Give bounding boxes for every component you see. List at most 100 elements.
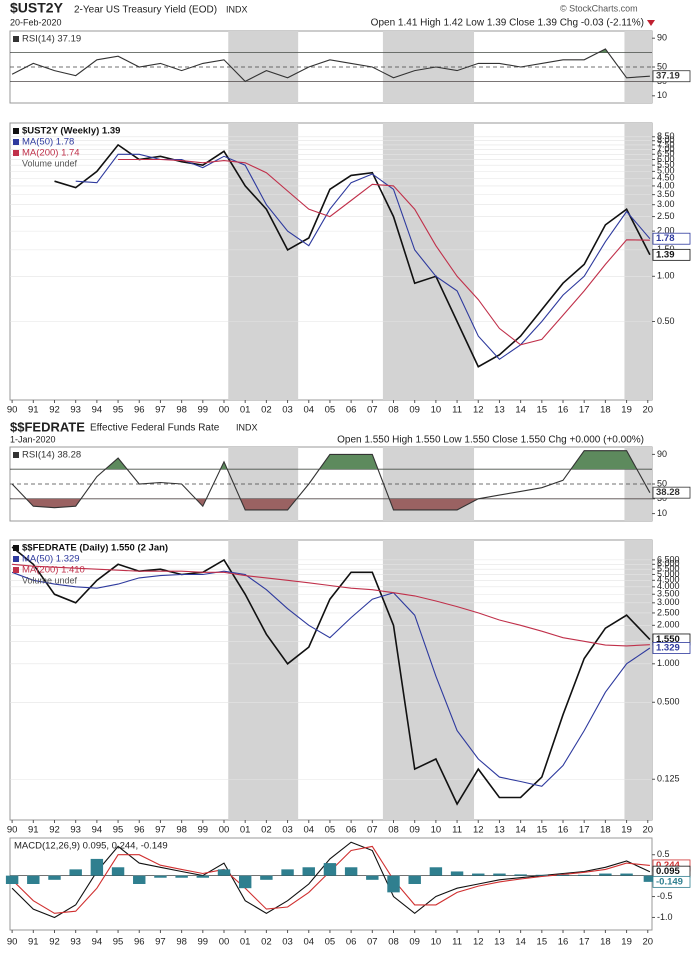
quote: Open 1.550 High 1.550 Low 1.550 Close 1.… bbox=[337, 435, 644, 446]
y-tick-label: -1.0 bbox=[657, 912, 673, 922]
x-tick-label: 03 bbox=[282, 937, 293, 948]
y-tick-label: 0.125 bbox=[657, 774, 680, 784]
y-tick-label: 5.000 bbox=[657, 569, 680, 579]
shaded-period bbox=[228, 123, 299, 400]
x-tick-label: 92 bbox=[49, 405, 60, 416]
symbol-name: 2-Year US Treasury Yield (EOD) bbox=[74, 5, 217, 16]
shaded-period bbox=[382, 123, 475, 400]
y-tick-label: 8.50 bbox=[657, 131, 675, 141]
y-tick-label: 10 bbox=[657, 508, 667, 518]
x-tick-label: 98 bbox=[176, 937, 187, 948]
y-tick-label: 0.50 bbox=[657, 316, 675, 326]
histogram-bar bbox=[238, 875, 252, 889]
x-tick-label: 93 bbox=[70, 937, 81, 948]
x-tick-label: 96 bbox=[134, 405, 145, 416]
x-tick-label: 06 bbox=[346, 825, 357, 836]
histogram-bar bbox=[175, 875, 188, 878]
y-tick-label: 2.00 bbox=[657, 225, 675, 235]
x-tick-label: 08 bbox=[388, 937, 399, 948]
value-tag bbox=[652, 642, 691, 654]
y-tick-label: 0.500 bbox=[657, 697, 680, 707]
series-line bbox=[11, 546, 651, 806]
legend-swatch bbox=[13, 567, 19, 573]
x-tick-label: 09 bbox=[409, 825, 420, 836]
x-tick-label: 99 bbox=[198, 937, 209, 948]
x-tick-label: 18 bbox=[600, 405, 611, 416]
x-tick-label: 91 bbox=[28, 937, 39, 948]
value-tag-label: 0.244 bbox=[656, 860, 680, 871]
legend-entry: MA(200) 1.410 bbox=[22, 565, 85, 576]
y-tick-label: 6.000 bbox=[657, 559, 680, 569]
x-tick-label: 96 bbox=[134, 825, 145, 836]
x-tick-label: 19 bbox=[621, 825, 632, 836]
histogram-bar bbox=[48, 875, 61, 880]
series-group bbox=[11, 48, 650, 83]
x-tick-label: 09 bbox=[409, 937, 420, 948]
y-tick-label: 6.50 bbox=[657, 149, 675, 159]
x-tick-label: 15 bbox=[537, 405, 548, 416]
legend-swatch bbox=[13, 36, 19, 42]
quote: Open 1.41 High 1.42 Low 1.39 Close 1.39 … bbox=[371, 18, 644, 29]
x-tick-label: 16 bbox=[558, 937, 569, 948]
x-tick-label: 14 bbox=[515, 937, 526, 948]
x-tick-label: 11 bbox=[452, 825, 462, 836]
value-tag-label: -0.149 bbox=[656, 876, 683, 887]
x-tick-label: 03 bbox=[282, 405, 293, 416]
histogram-bar bbox=[535, 874, 549, 876]
x-tick-label: 14 bbox=[515, 405, 526, 416]
value-tag-label: 1.329 bbox=[656, 643, 680, 654]
x-tick-label: 90 bbox=[7, 825, 18, 836]
value-tag bbox=[652, 486, 691, 499]
date: 1-Jan-2020 bbox=[10, 434, 56, 444]
y-tick-label: 4.50 bbox=[657, 173, 675, 183]
x-tick-label: 92 bbox=[49, 825, 60, 836]
y-tick-label: -0.5 bbox=[657, 891, 673, 901]
histogram-bar bbox=[643, 875, 657, 882]
x-tick-label: 17 bbox=[579, 825, 590, 836]
histogram-bar bbox=[133, 875, 146, 884]
histogram-bar bbox=[408, 875, 421, 884]
histogram-bar bbox=[429, 867, 443, 876]
x-tick-label: 17 bbox=[579, 937, 590, 948]
y-tick-label: 4.00 bbox=[657, 180, 675, 190]
x-tick-label: 13 bbox=[494, 405, 505, 416]
x-tick-label: 17 bbox=[579, 405, 590, 416]
x-tick-label: 12 bbox=[473, 405, 484, 416]
x-tick-label: 00 bbox=[219, 825, 230, 836]
shaded-period bbox=[624, 123, 652, 400]
y-tick-label: 90 bbox=[657, 33, 667, 43]
panel-frame bbox=[9, 30, 653, 104]
shaded-period bbox=[228, 540, 299, 820]
y-tick-label: 3.00 bbox=[657, 199, 675, 209]
exchange: INDX bbox=[226, 4, 248, 14]
shaded-period bbox=[382, 540, 475, 820]
x-tick-label: 95 bbox=[113, 937, 124, 948]
x-tick-label: 01 bbox=[240, 937, 251, 948]
x-tick-label: 96 bbox=[134, 937, 145, 948]
x-tick-label: 02 bbox=[261, 825, 272, 836]
date: 20-Feb-2020 bbox=[10, 17, 62, 27]
histogram-bar bbox=[577, 874, 591, 876]
x-tick-label: 14 bbox=[515, 825, 526, 836]
down-arrow bbox=[647, 20, 655, 26]
x-tick-label: 19 bbox=[621, 937, 632, 948]
y-tick-label: 7.50 bbox=[657, 139, 675, 149]
y-tick-label: 50 bbox=[657, 61, 667, 71]
y-tick-label: 50 bbox=[657, 478, 667, 488]
value-tag bbox=[652, 248, 691, 261]
x-tick-label: 05 bbox=[325, 937, 336, 948]
histogram-bar bbox=[344, 867, 358, 876]
x-tick-label: 02 bbox=[261, 937, 272, 948]
x-tick-label: 04 bbox=[303, 405, 314, 416]
y-tick-label: 3.50 bbox=[657, 189, 675, 199]
x-tick-label: 11 bbox=[452, 937, 462, 948]
series-group bbox=[54, 143, 651, 368]
x-tick-label: 05 bbox=[325, 825, 336, 836]
y-tick-label: 4.500 bbox=[657, 575, 680, 585]
x-tick-label: 05 bbox=[325, 405, 336, 416]
panel-frame bbox=[9, 122, 653, 401]
series-line bbox=[12, 563, 650, 647]
exchange: INDX bbox=[236, 422, 258, 432]
x-tick-label: 13 bbox=[494, 937, 505, 948]
